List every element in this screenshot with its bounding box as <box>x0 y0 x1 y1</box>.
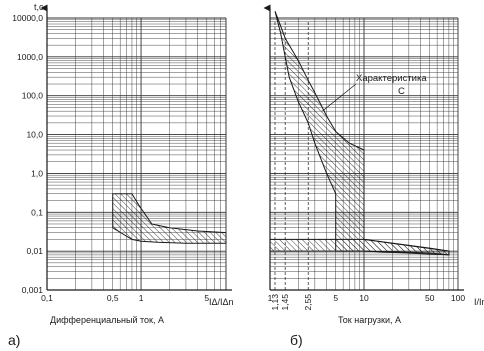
y-tick-label: 0,01 <box>26 246 43 256</box>
y-tick-label: 1000,0 <box>17 52 43 62</box>
y-tick-label: 0,1 <box>31 207 43 217</box>
x-tick-label: 1 <box>139 293 144 303</box>
x-tick-label: 0,1 <box>41 293 53 303</box>
plot-panel-1: 0,1 0,5 1 5 0,001 0,01 0,1 1,0 10,0 100,0 1000,0 10… <box>12 4 232 303</box>
y-tick-label: 100,0 <box>22 91 44 101</box>
annotation-leader-line <box>322 83 357 112</box>
plot-panel-2: 1 5 10 50 100 1,13 1,45 2,55 <box>263 4 465 311</box>
right-xlabel: Ток нагрузки, А <box>338 315 401 325</box>
y-tick-label: 0,001 <box>22 285 44 295</box>
x-tick-label: 5 <box>204 293 209 303</box>
y-tick-label: 1,0 <box>31 168 43 178</box>
right-panel-label: б) <box>290 332 303 348</box>
thermal-band <box>274 11 450 256</box>
x-tick-label: 10 <box>359 293 369 303</box>
y-tick-label: 10,0 <box>26 130 43 140</box>
right-x-axis-label: I/In <box>474 297 484 307</box>
y-axis-label: t,c <box>34 2 44 12</box>
left-panel-label: а) <box>8 332 20 348</box>
x-tick-label: 0,5 <box>107 293 119 303</box>
x-tick-label: 100 <box>451 293 465 303</box>
x-tick-label: 5 <box>333 293 338 303</box>
characteristic-label-line1: Характеристика <box>356 73 427 84</box>
y-tick-label: 10000,0 <box>12 13 43 23</box>
x-rotated-tick-label: 1,45 <box>280 294 290 311</box>
x-tick-label: 50 <box>425 293 435 303</box>
tripping-band <box>112 193 227 244</box>
left-xlabel: Дифференциальный ток, А <box>50 315 164 325</box>
left-x-axis-label: IΔ/IΔn <box>209 297 234 307</box>
characteristic-label-line2: С <box>398 86 405 97</box>
x-rotated-tick-label: 1,13 <box>270 294 280 311</box>
x-rotated-tick-label: 2,55 <box>303 294 313 311</box>
x-tick-label: 1 <box>268 293 273 303</box>
